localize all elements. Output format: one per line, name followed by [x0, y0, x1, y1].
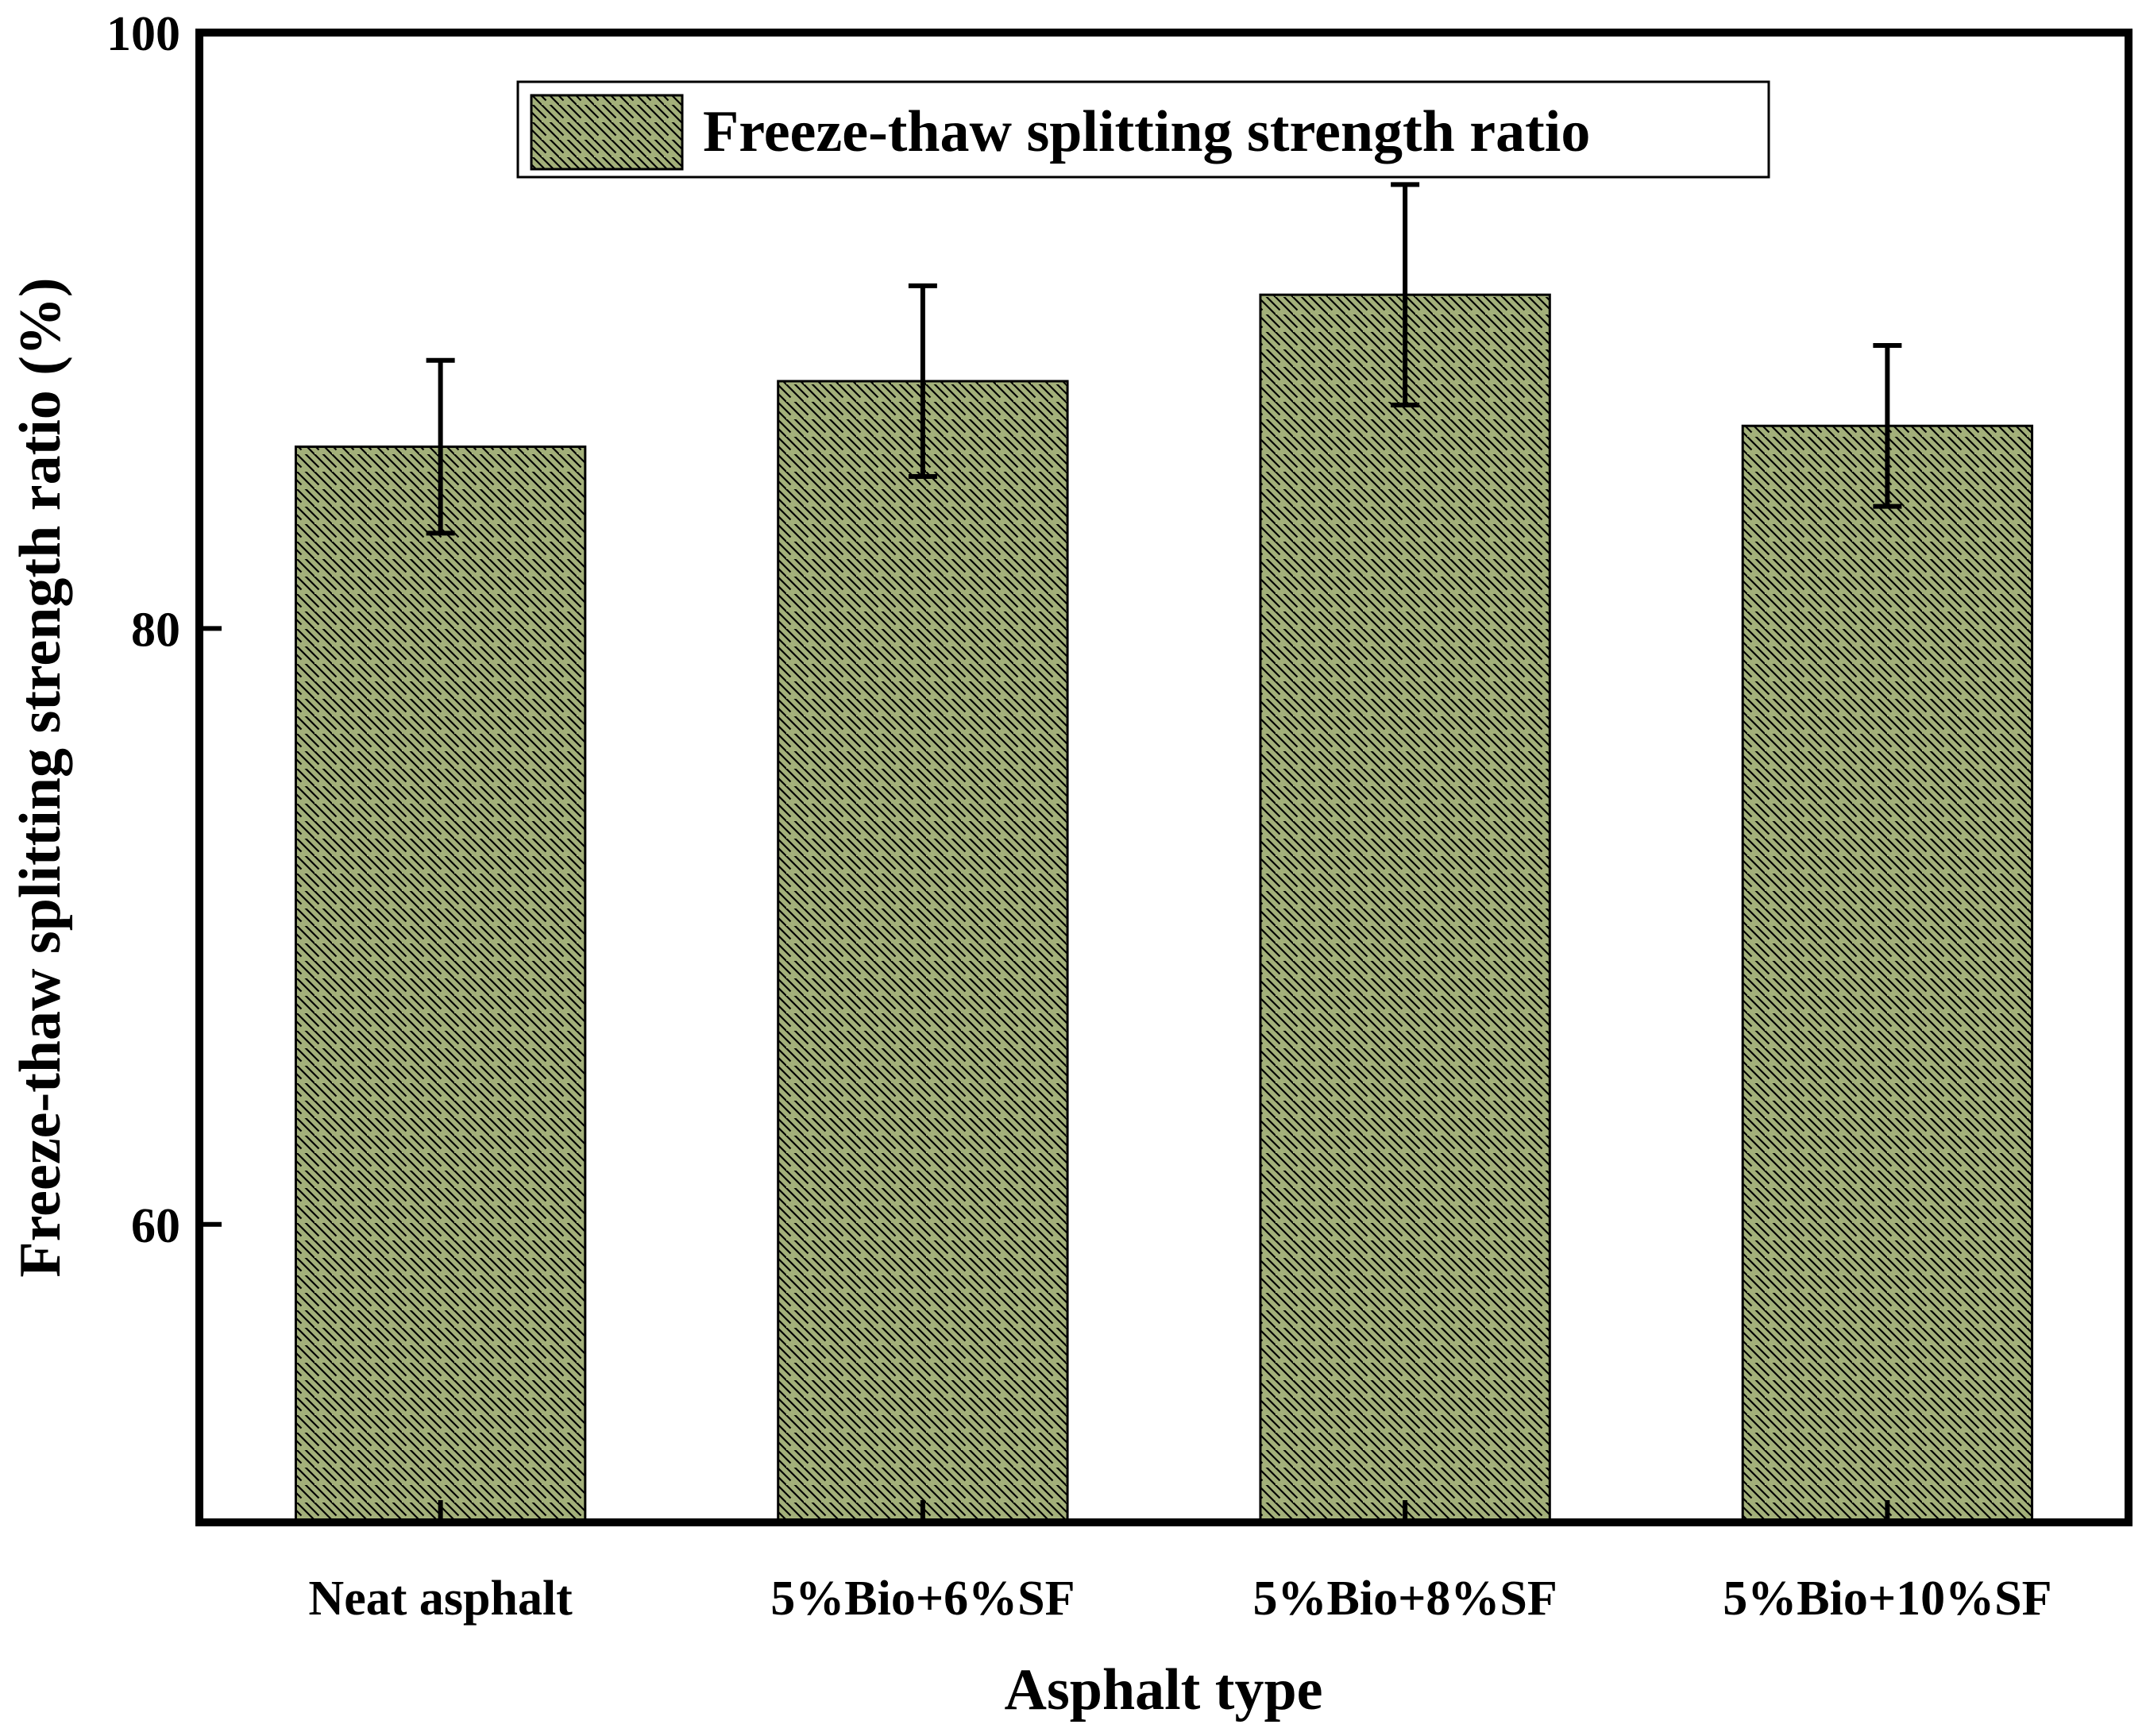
x-tick-label-2: 5%Bio+8%SF	[1252, 1572, 1557, 1626]
error-bar-0	[426, 357, 455, 536]
legend-box	[516, 80, 1770, 179]
legend: Freeze-thaw splitting strength ratio	[516, 80, 1770, 179]
legend-label: Freeze-thaw splitting strength ratio	[703, 99, 1590, 164]
x-tick-label-1: 5%Bio+6%SF	[770, 1572, 1075, 1626]
bar-3	[1741, 424, 2034, 1524]
x-tick-label-0: Neat asphalt	[308, 1572, 573, 1626]
error-bar-3	[1873, 342, 1902, 509]
y-axis: 60 80 100	[106, 7, 222, 1253]
x-axis-title: Asphalt type	[1005, 1657, 1323, 1722]
x-axis: Neat asphalt 5%Bio+6%SF 5%Bio+8%SF 5%Bio+10…	[308, 1500, 2052, 1626]
error-bar-2	[1391, 182, 1420, 407]
y-tick-label-2: 100	[106, 7, 180, 61]
error-bars-layer	[426, 182, 1902, 536]
bars-layer	[294, 293, 2034, 1524]
x-tick-label-3: 5%Bio+10%SF	[1723, 1572, 2051, 1626]
legend-swatch	[530, 94, 684, 171]
bar-0	[294, 446, 587, 1524]
y-axis-title: Freeze-thaw splitting strength ratio (%)	[8, 277, 73, 1277]
bar-1	[777, 380, 1069, 1524]
y-tick-label-1: 80	[131, 603, 180, 657]
plot-frame	[195, 29, 2132, 1526]
bar-2	[1259, 293, 1551, 1524]
error-bar-1	[908, 283, 937, 480]
y-tick-label-0: 60	[131, 1199, 180, 1253]
